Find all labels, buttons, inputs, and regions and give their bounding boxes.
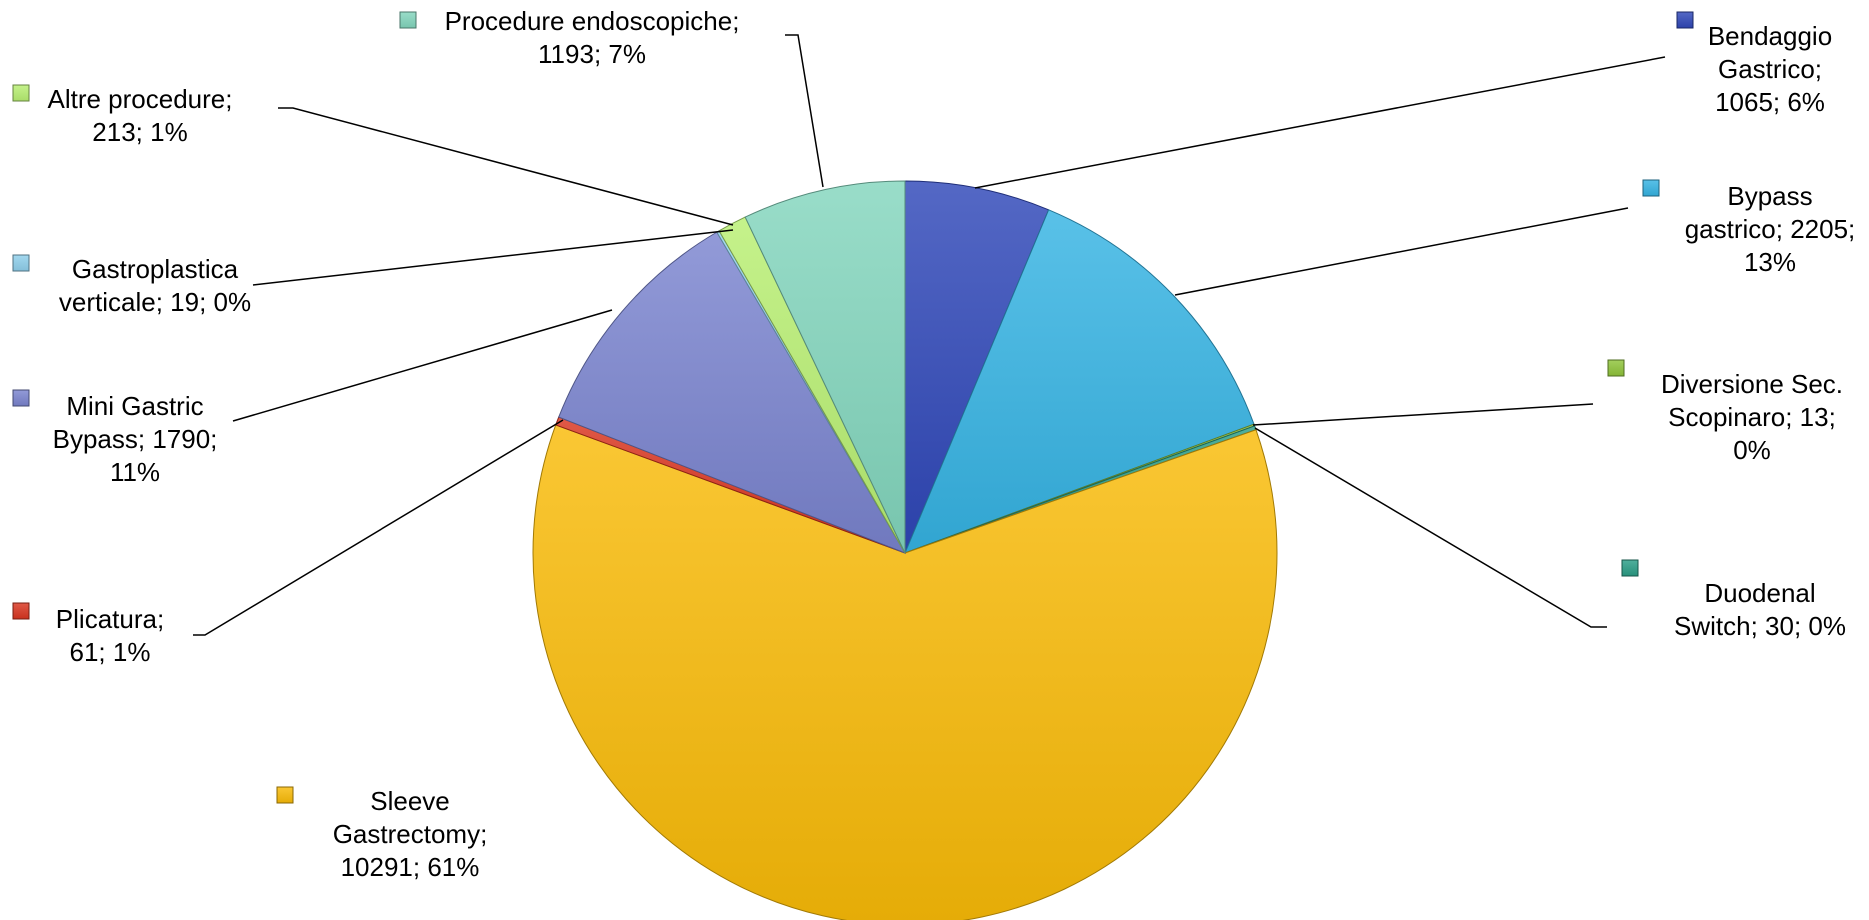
- leader-line-altre-procedure: [278, 107, 734, 226]
- data-label-line: Bypass; 1790;: [53, 424, 218, 454]
- data-label-bypass-gastrico: Bypass gastrico; 2205; 13%: [1685, 181, 1856, 277]
- leader-lines: [193, 34, 1666, 636]
- data-label-bendaggio-gastrico: Bendaggio Gastrico; 1065; 6%: [1708, 21, 1832, 117]
- pie-slice-procedure-endoscopiche: [744, 180, 906, 554]
- leader-line-bypass-gastrico: [1174, 207, 1629, 296]
- legend-marker-bypass-gastrico: [1642, 179, 1660, 197]
- legend-marker-duodenal-switch: [1621, 559, 1639, 577]
- data-label-line: Switch; 30; 0%: [1674, 611, 1846, 641]
- data-label-line: Mini Gastric: [66, 391, 203, 421]
- leader-line-duodenal-switch: [1254, 427, 1607, 628]
- data-label-procedure-endoscopiche: Procedure endoscopiche; 1193; 7%: [445, 6, 740, 69]
- data-label-gastroplastica-verticale: Gastroplastica verticale; 19; 0%: [59, 254, 251, 317]
- data-label-line: Altre procedure;: [48, 84, 233, 114]
- pie-slice-mini-gastric-bypass: [558, 231, 907, 554]
- legend-marker-mini-gastric-bypass: [12, 389, 30, 407]
- data-labels: Bendaggio Gastrico; 1065; 6% Bypass gastrico…: [12, 6, 1856, 882]
- pie-slices: [532, 180, 1278, 920]
- data-label-sleeve-gastrectomy: Sleeve Gastrectomy; 10291; 61%: [333, 786, 488, 882]
- data-label-line: Gastroplastica: [72, 254, 239, 284]
- legend-marker-diversione-sec-scopinaro: [1607, 359, 1625, 377]
- data-label-line: verticale; 19; 0%: [59, 287, 251, 317]
- pie-slice-bendaggio-gastrico: [904, 180, 1050, 554]
- data-label-line: Bypass: [1727, 181, 1812, 211]
- legend-marker-plicatura: [12, 602, 30, 620]
- legend-marker-gastroplastica-verticale: [12, 254, 30, 272]
- leader-line-gastroplastica-verticale: [252, 229, 734, 286]
- data-label-line: Sleeve: [370, 786, 450, 816]
- data-label-mini-gastric-bypass: Mini Gastric Bypass; 1790; 11%: [53, 391, 218, 487]
- data-label-line: Plicatura;: [56, 604, 164, 634]
- data-label-line: 1193; 7%: [538, 39, 646, 69]
- data-label-line: Duodenal: [1704, 578, 1815, 608]
- leader-line-plicatura: [193, 419, 564, 636]
- data-label-line: 0%: [1733, 435, 1771, 465]
- legend-marker-altre-procedure: [12, 84, 30, 102]
- leader-line-bendaggio-gastrico: [974, 56, 1666, 189]
- data-label-line: Gastrectomy;: [333, 819, 488, 849]
- data-label-line: gastrico; 2205;: [1685, 214, 1856, 244]
- legend-marker-procedure-endoscopiche: [399, 11, 417, 29]
- data-label-line: Scopinaro; 13;: [1668, 402, 1836, 432]
- data-label-line: 1065; 6%: [1715, 87, 1825, 117]
- pie-slice-bypass-gastrico: [904, 209, 1255, 554]
- data-label-line: Procedure endoscopiche;: [445, 6, 740, 36]
- data-label-plicatura: Plicatura; 61; 1%: [56, 604, 164, 667]
- data-label-line: 61; 1%: [70, 637, 151, 667]
- pie-slice-sleeve-gastrectomy: [532, 424, 1278, 920]
- legend-marker-sleeve-gastrectomy: [276, 786, 294, 804]
- legend-marker-bendaggio-gastrico: [1676, 11, 1694, 29]
- data-label-altre-procedure: Altre procedure; 213; 1%: [48, 84, 233, 147]
- leader-line-diversione-sec-scopinaro: [1252, 403, 1594, 426]
- leader-line-mini-gastric-bypass: [232, 309, 613, 422]
- data-label-line: Diversione Sec.: [1661, 369, 1843, 399]
- data-label-line: Gastrico;: [1718, 54, 1822, 84]
- leader-line-procedure-endoscopiche: [785, 34, 824, 188]
- data-label-diversione-sec-scopinaro: Diversione Sec. Scopinaro; 13; 0%: [1661, 369, 1843, 465]
- data-label-duodenal-switch: Duodenal Switch; 30; 0%: [1674, 578, 1846, 641]
- data-label-line: 13%: [1744, 247, 1796, 277]
- data-label-line: 11%: [110, 457, 160, 487]
- data-label-line: 10291; 61%: [341, 852, 480, 882]
- data-label-line: 213; 1%: [92, 117, 187, 147]
- data-label-line: Bendaggio: [1708, 21, 1832, 51]
